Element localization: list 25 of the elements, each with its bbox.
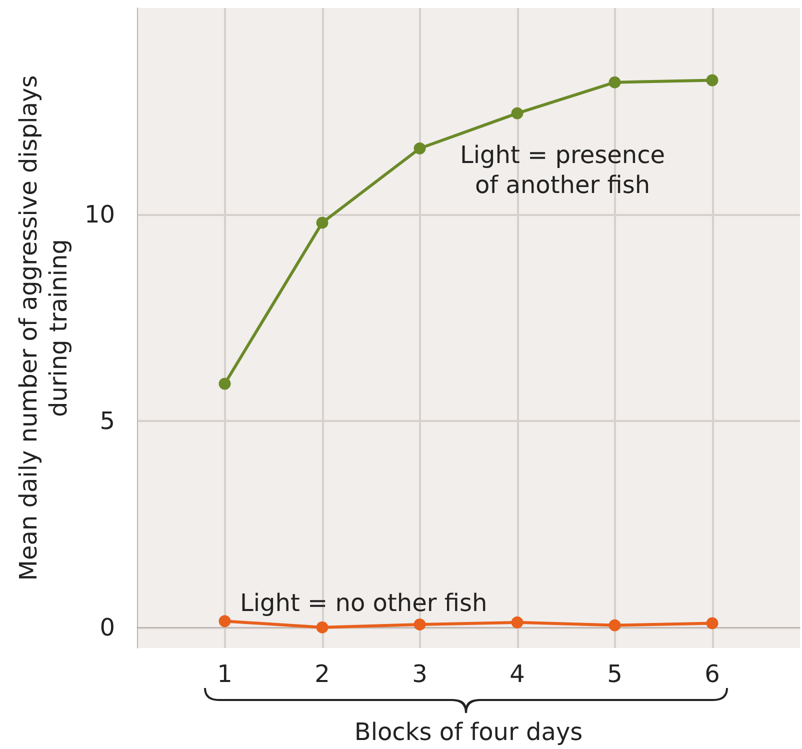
- y-tick-label: 5: [100, 406, 115, 435]
- point: [414, 618, 426, 630]
- x-tick-label: 4: [510, 660, 525, 688]
- point: [316, 216, 328, 229]
- x-tick-label: 1: [217, 660, 232, 688]
- y-tick-label: 10: [84, 200, 115, 228]
- point: [511, 616, 524, 628]
- annotation: Light = no other fish: [240, 589, 488, 617]
- x-tick-label: 3: [412, 660, 428, 688]
- point: [511, 107, 524, 120]
- point: [316, 621, 328, 634]
- x-tick-label: 2: [314, 660, 330, 688]
- point: [608, 76, 621, 88]
- y-axis-title: Mean daily number of aggressive displays during training: [14, 75, 73, 581]
- point: [218, 615, 231, 628]
- y-tick-label: 0: [100, 613, 115, 642]
- point: [218, 378, 231, 390]
- point: [608, 619, 621, 632]
- x-tick-label: 5: [607, 660, 622, 688]
- x-axis-title: Blocks of four days: [354, 718, 583, 746]
- point: [706, 74, 718, 86]
- x-tick-label: 6: [704, 660, 720, 688]
- point: [706, 617, 718, 630]
- point: [414, 142, 426, 154]
- annotation: Light = presence of another fish: [460, 141, 666, 199]
